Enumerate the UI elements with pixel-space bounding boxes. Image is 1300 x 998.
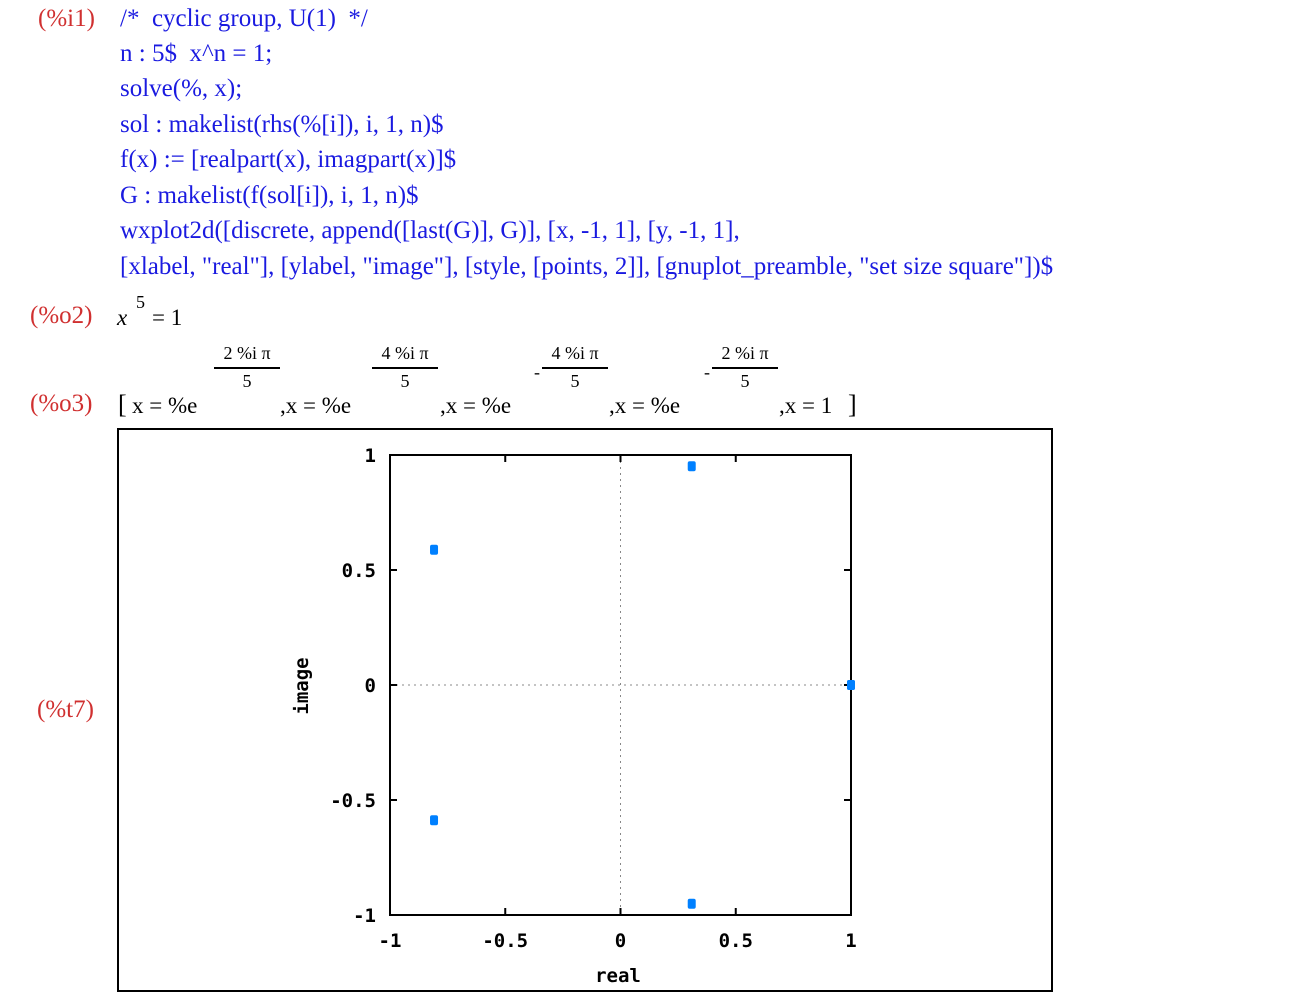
- base: x: [117, 305, 128, 330]
- data-point: [687, 461, 696, 472]
- data-point: [687, 898, 696, 909]
- y-tick-label: 0.5: [342, 560, 376, 582]
- code-line[interactable]: sol : makelist(rhs(%[i]), i, 1, n)$: [120, 111, 444, 138]
- code-line[interactable]: G : makelist(f(sol[i]), i, 1, n)$: [120, 182, 419, 209]
- input-label: (%i1): [38, 5, 95, 32]
- x-tick-label: 1: [845, 930, 856, 952]
- code-line[interactable]: [xlabel, "real"], [ylabel, "image"], [st…: [120, 253, 1054, 280]
- y-tick-label: 1: [365, 445, 376, 467]
- y-tick-label: 0: [365, 675, 376, 697]
- term-prefix: x = %e: [132, 393, 198, 418]
- term-prefix: ,x = %e: [609, 393, 681, 418]
- y-tick-label: -0.5: [330, 790, 376, 812]
- output-label: (%o3): [30, 390, 93, 417]
- output-label: (%o2): [30, 302, 93, 329]
- x-tick-label: 0: [615, 930, 626, 952]
- code-line[interactable]: n : 5$ x^n = 1;: [120, 40, 273, 67]
- data-point: [430, 544, 439, 555]
- exponent: 5: [136, 292, 145, 312]
- code-line[interactable]: /* cyclic group, U(1) */: [120, 5, 368, 32]
- data-point: [430, 815, 439, 826]
- x-tick-label: -0.5: [482, 930, 528, 952]
- code-line[interactable]: solve(%, x);: [120, 75, 243, 102]
- open-bracket: [: [118, 390, 127, 419]
- plot-frame: [117, 428, 1053, 992]
- x-tick-label: -1: [379, 930, 402, 952]
- y-axis-label: image: [291, 657, 313, 714]
- code-line[interactable]: wxplot2d([discrete, append([last(G)], G)…: [120, 217, 740, 244]
- term-prefix: ,x = %e: [440, 393, 512, 418]
- x-axis-label: real: [595, 965, 641, 987]
- x-tick-label: 0.5: [719, 930, 753, 952]
- term-prefix: ,x = %e: [280, 393, 352, 418]
- minus-sign: -: [534, 362, 540, 382]
- close-bracket: ]: [848, 390, 857, 419]
- minus-sign: -: [704, 362, 710, 382]
- rhs: = 1: [152, 305, 183, 330]
- code-line[interactable]: f(x) := [realpart(x), imagpart(x)]$: [120, 146, 457, 173]
- last-term: ,x = 1: [779, 393, 833, 418]
- data-point: [847, 680, 855, 690]
- plot-label: (%t7): [37, 696, 94, 723]
- y-tick-label: -1: [353, 905, 376, 927]
